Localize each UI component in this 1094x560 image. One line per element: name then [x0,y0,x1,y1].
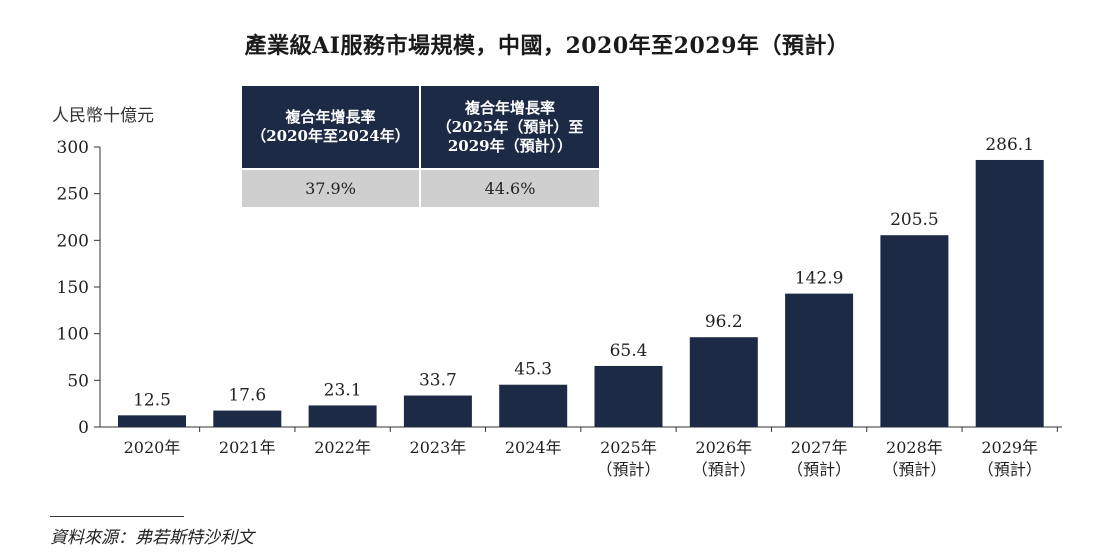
cagr-value-2020-2024: 37.9% [242,168,420,207]
data-label: 17.6 [228,386,266,406]
chart-title: 產業級AI服務市場規模，中國，2020年至2029年（預計） [244,33,850,59]
x-tick-label: （預計） [596,460,660,479]
bar [975,159,1044,427]
bar [499,384,568,427]
x-tick-label: 2028年 [886,438,943,457]
bar [403,395,472,427]
x-tick-label: 2023年 [410,438,467,457]
y-tick-label: 250 [57,185,89,205]
bar [308,405,377,427]
cagr-value-2025-2029: 44.6% [419,168,599,207]
cagr-table: 複合年增長率 （2020年至2024年） 複合年增長率 （2025年（預計）至 … [242,86,599,207]
data-label: 65.4 [610,341,648,361]
x-tick-label: （預計） [787,460,851,479]
y-tick-label: 0 [78,418,89,438]
x-tick-label: 2020年 [124,438,181,457]
data-label: 205.5 [890,210,939,230]
x-tick-label: 2022年 [314,438,371,457]
bar [880,235,949,427]
cagr-header-2020-2024: 複合年增長率 （2020年至2024年） [242,86,420,169]
y-tick-label: 150 [57,278,89,298]
source-note: 資料來源：弗若斯特沙利文 [50,528,254,548]
x-tick-label: 2029年 [981,438,1038,457]
y-axis-unit-label: 人民幣十億元 [52,106,154,126]
x-tick-label: （預計） [692,460,756,479]
data-label: 23.1 [324,380,362,400]
x-tick-label: 2027年 [791,438,848,457]
y-axis: 0 50 100 150 200 250 300 [57,138,101,438]
data-label: 286.1 [985,135,1034,155]
x-tick-label: 2024年 [505,438,562,457]
y-tick-label: 50 [67,371,89,391]
x-tick-label: 2025年 [600,438,657,457]
bar [213,410,282,427]
data-label: 33.7 [419,371,457,391]
data-label: 96.2 [705,312,743,332]
x-tick-label: 2026年 [695,438,752,457]
cagr-header-2025-2029: 複合年增長率 （2025年（預計）至 2029年（預計）） [419,86,599,169]
y-tick-label: 300 [57,138,89,158]
data-label: 12.5 [133,390,171,410]
bar [594,365,663,427]
bar [118,415,186,427]
source-divider [50,516,184,517]
data-label: 45.3 [514,360,552,380]
x-tick-label: （預計） [882,460,946,479]
bar [785,293,854,427]
data-label: 142.9 [795,269,844,289]
bar [689,337,758,427]
x-axis: 2020年 2021年 2022年 2023年 2024年 2025年 （預計） 2026年 （… [100,426,1062,479]
bars: 12.5 17.6 23.1 33.7 45.3 65.4 96.2 142.9 205.5 28… [118,135,1044,427]
y-tick-label: 100 [57,325,89,345]
x-tick-label: 2021年 [219,438,276,457]
y-tick-label: 200 [57,231,89,251]
x-tick-label: （預計） [978,460,1042,479]
